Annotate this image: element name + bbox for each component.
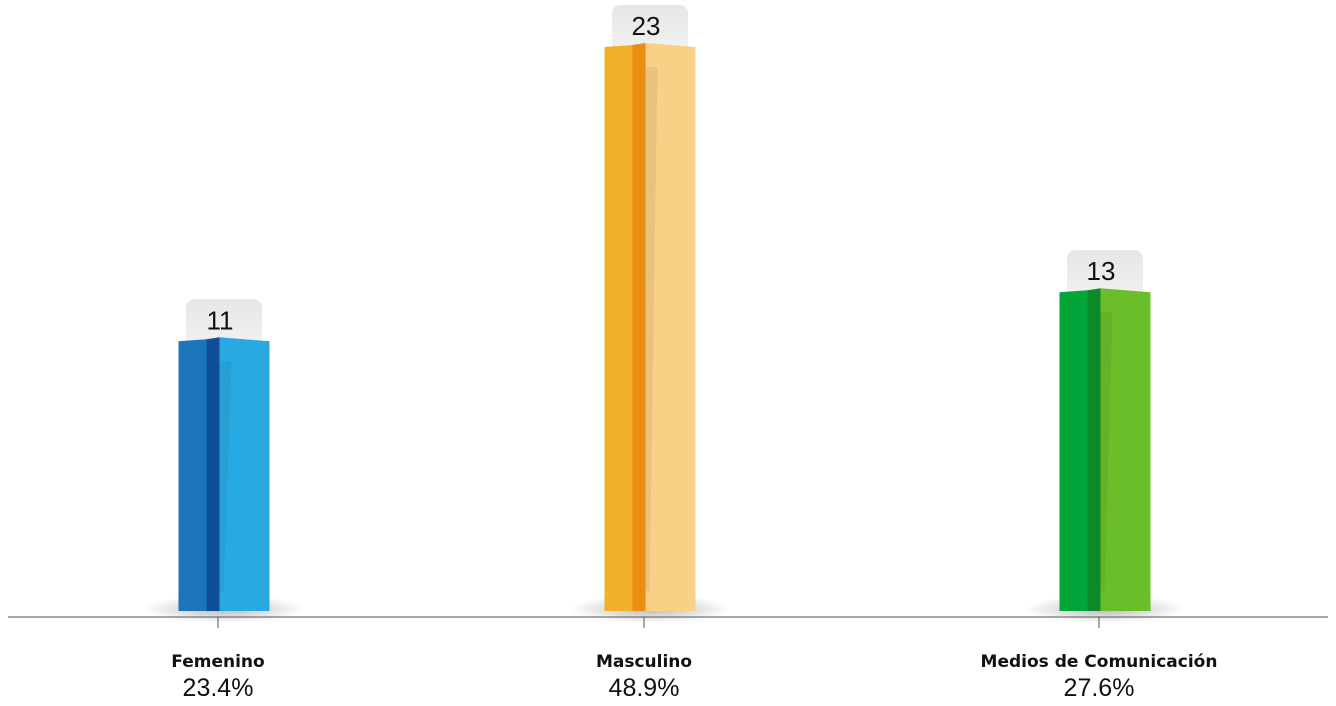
bar-shading xyxy=(1100,312,1113,591)
category-label: Medios de Comunicación xyxy=(981,652,1218,672)
bar-front-face xyxy=(604,45,633,611)
bar-2 xyxy=(570,5,730,623)
bar-shading xyxy=(219,361,232,591)
value-tab xyxy=(1067,250,1143,301)
bar-shading xyxy=(645,67,658,591)
bar-side-face xyxy=(1100,288,1151,611)
bar-1 xyxy=(144,299,304,623)
bar-side-face xyxy=(645,43,696,611)
bar-edge xyxy=(1087,288,1101,611)
data-label: 11 xyxy=(207,305,234,335)
data-label: 13 xyxy=(1087,256,1116,286)
percentage-label: 23.4% xyxy=(183,674,254,702)
value-tab xyxy=(612,5,688,55)
bar-3 xyxy=(1025,250,1185,623)
data-label: 23 xyxy=(632,11,661,41)
value-tab xyxy=(186,299,262,350)
percentage-label: 27.6% xyxy=(1064,674,1135,702)
category-label: Masculino xyxy=(596,652,692,672)
category-label: Femenino xyxy=(171,652,264,672)
percentage-label: 48.9% xyxy=(609,674,680,702)
bar-front-face xyxy=(178,339,207,611)
bar-edge xyxy=(206,337,220,611)
bar-front-face xyxy=(1059,290,1088,611)
bar-edge xyxy=(632,43,646,611)
bar-side-face xyxy=(219,337,270,611)
